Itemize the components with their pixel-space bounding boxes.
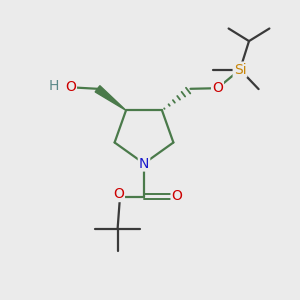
Text: O: O [113, 187, 124, 201]
Text: O: O [172, 190, 182, 203]
Text: H: H [49, 79, 59, 92]
Text: N: N [139, 157, 149, 170]
Polygon shape [95, 86, 126, 110]
Text: Si: Si [234, 63, 246, 76]
Text: O: O [65, 80, 76, 94]
Text: O: O [212, 81, 223, 95]
